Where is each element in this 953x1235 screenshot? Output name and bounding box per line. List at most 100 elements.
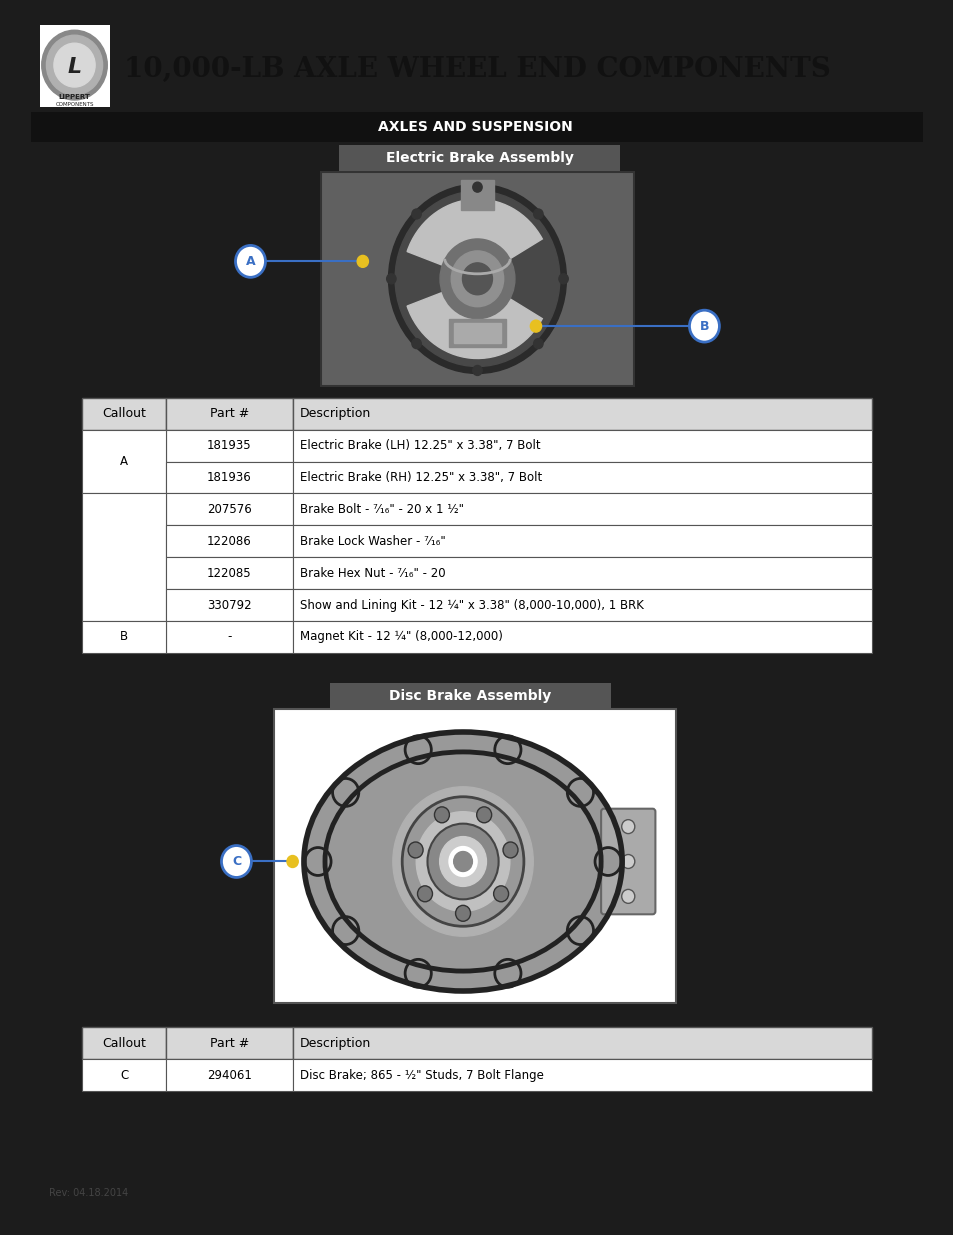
Circle shape	[689, 310, 719, 342]
Circle shape	[558, 274, 568, 284]
Bar	[40, 25, 110, 107]
Bar	[293, 621, 871, 653]
Bar	[166, 589, 293, 621]
Circle shape	[621, 820, 634, 834]
Bar	[293, 494, 871, 525]
Text: 181936: 181936	[207, 471, 252, 484]
Text: Description: Description	[300, 408, 371, 420]
Circle shape	[395, 191, 559, 367]
Bar	[330, 683, 610, 709]
Circle shape	[530, 320, 541, 332]
Text: Part #: Part #	[210, 408, 249, 420]
Circle shape	[449, 846, 476, 877]
Circle shape	[462, 263, 492, 295]
Text: LIPPERT: LIPPERT	[58, 94, 91, 100]
Bar	[166, 621, 293, 653]
Text: Brake Bolt - ⁷⁄₁₆" - 20 x 1 ½": Brake Bolt - ⁷⁄₁₆" - 20 x 1 ½"	[300, 503, 463, 516]
Circle shape	[405, 736, 431, 763]
Text: 207576: 207576	[207, 503, 252, 516]
Circle shape	[473, 183, 481, 193]
Circle shape	[54, 43, 95, 86]
Text: Electric Brake Assembly: Electric Brake Assembly	[385, 151, 573, 164]
Text: AXLES AND SUSPENSION: AXLES AND SUSPENSION	[377, 120, 572, 133]
Text: 330792: 330792	[207, 599, 252, 611]
Bar	[302, 112, 648, 142]
Bar	[82, 494, 166, 621]
Text: 181935: 181935	[207, 440, 252, 452]
Text: -: -	[227, 630, 232, 643]
Bar	[166, 462, 293, 494]
Wedge shape	[407, 279, 541, 358]
Bar	[293, 1060, 871, 1092]
Bar	[293, 557, 871, 589]
Circle shape	[567, 916, 593, 945]
Bar	[339, 144, 619, 170]
Bar	[166, 494, 293, 525]
Text: B: B	[120, 630, 128, 643]
Bar	[82, 621, 166, 653]
Circle shape	[621, 855, 634, 868]
Ellipse shape	[304, 732, 621, 990]
Bar	[82, 1060, 166, 1092]
Text: B: B	[699, 320, 708, 332]
Circle shape	[502, 842, 517, 858]
Circle shape	[439, 238, 515, 319]
Circle shape	[476, 806, 491, 823]
Circle shape	[417, 885, 432, 902]
Circle shape	[595, 847, 620, 876]
Bar	[166, 525, 293, 557]
Circle shape	[47, 36, 103, 95]
Circle shape	[427, 824, 498, 899]
Bar	[320, 172, 634, 385]
Bar	[449, 319, 505, 347]
Circle shape	[405, 960, 431, 987]
Text: A: A	[246, 254, 255, 268]
Circle shape	[386, 274, 395, 284]
Circle shape	[439, 836, 486, 887]
Text: Magnet Kit - 12 ¼" (8,000-12,000): Magnet Kit - 12 ¼" (8,000-12,000)	[300, 630, 502, 643]
Circle shape	[416, 811, 509, 911]
Bar	[30, 112, 923, 115]
Bar	[166, 1028, 293, 1060]
Circle shape	[533, 209, 542, 219]
Bar	[293, 525, 871, 557]
Text: Disc Brake Assembly: Disc Brake Assembly	[389, 689, 551, 703]
Bar	[30, 112, 302, 142]
Circle shape	[333, 916, 358, 945]
Bar	[166, 1060, 293, 1092]
Circle shape	[333, 778, 358, 806]
Circle shape	[287, 856, 298, 867]
Text: COMPONENTS: COMPONENTS	[55, 103, 93, 107]
Circle shape	[408, 842, 422, 858]
Bar	[166, 398, 293, 430]
Circle shape	[493, 885, 508, 902]
Text: Part #: Part #	[210, 1037, 249, 1050]
Text: 294061: 294061	[207, 1068, 252, 1082]
Text: Brake Hex Nut - ⁷⁄₁₆" - 20: Brake Hex Nut - ⁷⁄₁₆" - 20	[300, 567, 445, 579]
Circle shape	[495, 960, 520, 987]
Circle shape	[412, 338, 421, 348]
Bar	[460, 179, 494, 210]
Bar	[293, 462, 871, 494]
Bar	[166, 557, 293, 589]
Text: Disc Brake; 865 - ½" Studs, 7 Bolt Flange: Disc Brake; 865 - ½" Studs, 7 Bolt Flang…	[300, 1068, 543, 1082]
Circle shape	[473, 366, 481, 375]
Bar	[454, 322, 500, 342]
Wedge shape	[407, 199, 541, 279]
Text: Electric Brake (LH) 12.25" x 3.38", 7 Bolt: Electric Brake (LH) 12.25" x 3.38", 7 Bo…	[300, 440, 540, 452]
Text: C: C	[232, 855, 241, 868]
Text: A: A	[120, 456, 128, 468]
Circle shape	[567, 778, 593, 806]
Text: Rev: 04.18.2014: Rev: 04.18.2014	[50, 1188, 129, 1198]
Circle shape	[456, 905, 470, 921]
Text: 10,000-LB AXLE WHEEL END COMPONENTS: 10,000-LB AXLE WHEEL END COMPONENTS	[124, 56, 829, 83]
Text: 122086: 122086	[207, 535, 252, 548]
Circle shape	[454, 852, 472, 872]
Circle shape	[388, 184, 566, 373]
FancyBboxPatch shape	[600, 809, 655, 914]
Circle shape	[495, 736, 520, 763]
Text: C: C	[120, 1068, 128, 1082]
Circle shape	[393, 787, 533, 936]
Text: Description: Description	[300, 1037, 371, 1050]
Circle shape	[621, 889, 634, 903]
